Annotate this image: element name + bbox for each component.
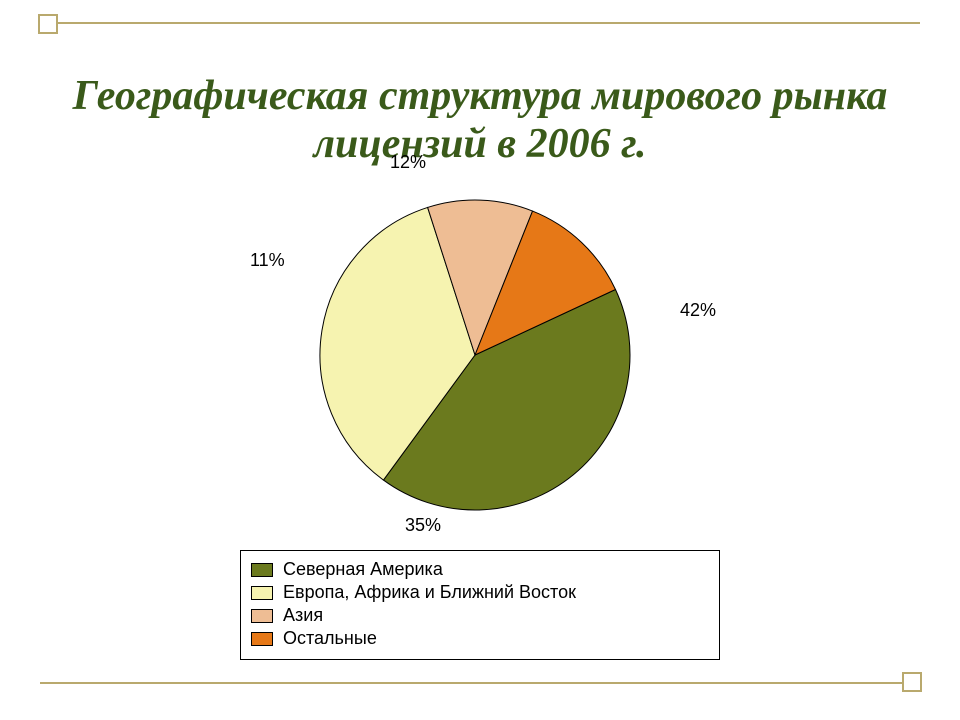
- legend-row: Остальные: [251, 628, 709, 649]
- legend: Северная Америка Европа, Африка и Ближни…: [240, 550, 720, 660]
- legend-swatch-1: [251, 586, 273, 600]
- legend-label-0: Северная Америка: [283, 559, 443, 580]
- pct-label-0: 42%: [680, 300, 716, 321]
- top-rule: [40, 22, 920, 24]
- pct-label-3: 12%: [390, 152, 426, 173]
- pie-svg: [290, 170, 660, 540]
- pct-label-1: 35%: [405, 515, 441, 536]
- legend-row: Азия: [251, 605, 709, 626]
- pie-chart: 42% 35% 11% 12% Северная Америка Европа,…: [180, 170, 800, 680]
- legend-swatch-0: [251, 563, 273, 577]
- legend-label-1: Европа, Африка и Ближний Восток: [283, 582, 576, 603]
- legend-swatch-3: [251, 632, 273, 646]
- pie-holder: [290, 170, 660, 540]
- legend-row: Европа, Африка и Ближний Восток: [251, 582, 709, 603]
- corner-box-top-left: [38, 14, 58, 34]
- pct-label-2: 11%: [250, 250, 285, 271]
- legend-swatch-2: [251, 609, 273, 623]
- legend-label-3: Остальные: [283, 628, 377, 649]
- legend-row: Северная Америка: [251, 559, 709, 580]
- slide-title: Географическая структура мирового рынка …: [60, 72, 900, 169]
- slide: Географическая структура мирового рынка …: [0, 0, 960, 720]
- bottom-rule: [40, 682, 920, 684]
- corner-box-bottom-right: [902, 672, 922, 692]
- legend-label-2: Азия: [283, 605, 323, 626]
